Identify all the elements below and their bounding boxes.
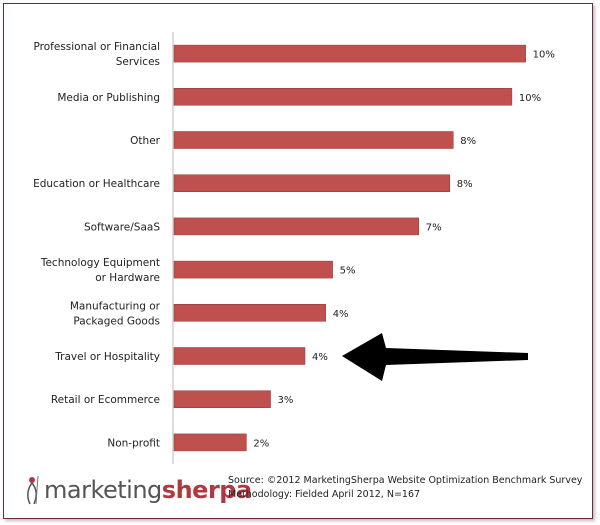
highlight-arrow-icon — [342, 333, 528, 381]
bar-value-label: 2% — [253, 438, 269, 449]
bar-value-label: 5% — [340, 266, 356, 277]
category-label: Non-profit — [107, 437, 160, 449]
bar-value-label: 4% — [312, 352, 328, 363]
bar — [173, 260, 333, 279]
bar — [173, 433, 247, 452]
category-label: Education or Healthcare — [33, 178, 160, 190]
bar-value-label: 8% — [460, 136, 476, 147]
category-label: Technology Equipment or Hardware — [40, 257, 160, 284]
logo-text-marketing: marketing — [44, 476, 162, 504]
logo-text-sherpa: sherpa — [161, 476, 252, 504]
bar-value-label: 10% — [533, 50, 555, 61]
climber-icon — [27, 475, 39, 505]
bar-value-label: 10% — [519, 93, 541, 104]
bar — [173, 44, 526, 63]
bar-value-label: 4% — [333, 309, 349, 320]
bar-value-label: 8% — [457, 179, 473, 190]
category-label: Travel or Hospitality — [54, 351, 160, 363]
bar — [173, 347, 306, 365]
category-label: Software/SaaS — [84, 221, 160, 233]
bar-value-label: 3% — [278, 395, 294, 406]
bar — [173, 131, 454, 149]
source-line: Source: ©2012 MarketingSherpa Website Op… — [228, 475, 583, 486]
methodology-line: Methodology: Fielded April 2012, N=167 — [228, 489, 421, 500]
bar — [173, 390, 271, 408]
category-label: Other — [130, 135, 160, 147]
bar-chart: 10% Professional or Financial Services 10% M… — [33, 32, 555, 464]
category-label: Professional or Financial Services — [34, 41, 161, 68]
category-label: Media or Publishing — [57, 92, 160, 104]
marketingsherpa-logo: marketing sherpa — [24, 472, 252, 508]
category-label: Retail or Ecommerce — [51, 394, 160, 406]
bar-value-label: 7% — [426, 222, 442, 233]
bar — [173, 304, 326, 322]
arrow-shape — [342, 333, 528, 381]
bar — [173, 217, 420, 236]
bar — [173, 88, 513, 106]
source-note: Source: ©2012 MarketingSherpa Website Op… — [228, 474, 582, 502]
category-label: Manufacturing or Packaged Goods — [70, 300, 161, 327]
bar — [173, 174, 451, 192]
